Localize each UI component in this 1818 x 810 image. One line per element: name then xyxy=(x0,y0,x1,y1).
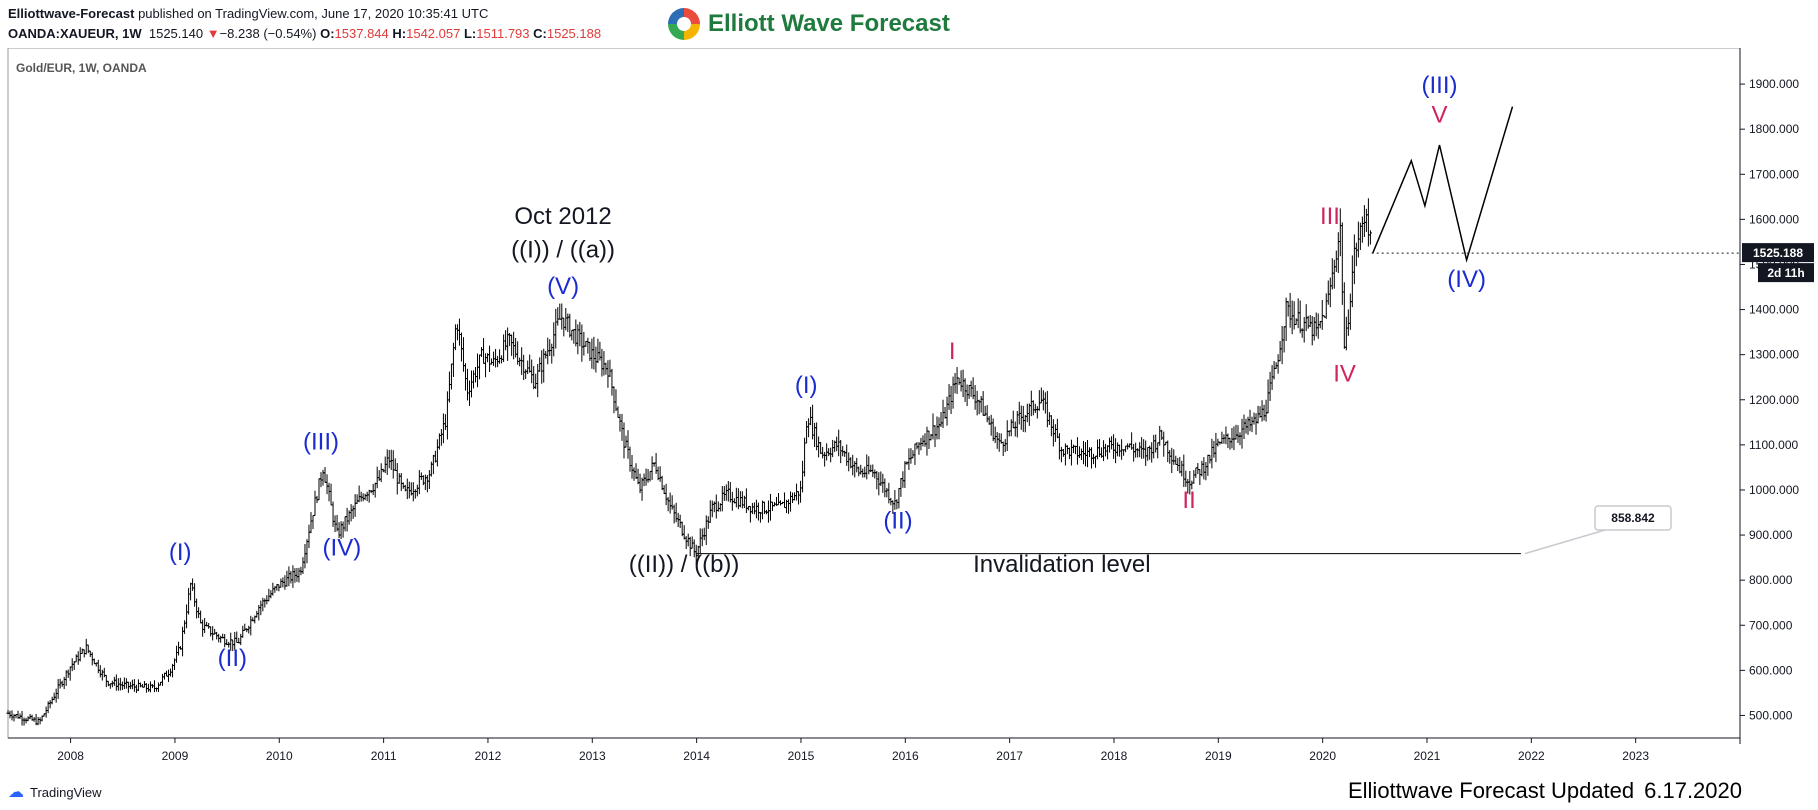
x-tick-label: 2010 xyxy=(266,749,293,763)
y-tick-label: 1100.000 xyxy=(1749,438,1798,452)
tradingview-cloud-icon: ☁ xyxy=(8,784,24,801)
forecast-projection-path xyxy=(1372,106,1514,263)
x-tick-label: 2020 xyxy=(1309,749,1336,763)
wave-label: Invalidation level xyxy=(973,551,1150,578)
countdown-badge xyxy=(1758,263,1814,283)
wave-label: I xyxy=(949,338,956,365)
wave-label: (IV) xyxy=(1447,266,1486,293)
x-tick-label: 2013 xyxy=(579,749,606,763)
y-tick-label: 1200.000 xyxy=(1749,393,1799,407)
open-label: O: xyxy=(320,26,335,41)
x-tick-label: 2022 xyxy=(1518,749,1545,763)
y-tick-label: 1700.000 xyxy=(1749,167,1799,181)
change-arrow-icon: ▼ xyxy=(206,26,220,41)
wave-label: (III) xyxy=(1422,72,1458,99)
countdown-label: 2d 11h xyxy=(1767,266,1804,280)
chart-title: Gold/EUR, 1W, OANDA xyxy=(16,61,147,75)
symbol-label[interactable]: OANDA:XAUEUR, 1W xyxy=(8,26,142,41)
x-tick-label: 2014 xyxy=(683,749,710,763)
y-tick-label: 600.000 xyxy=(1749,663,1793,677)
brand-logo: Elliott Wave Forecast xyxy=(668,8,950,40)
x-tick-label: 2019 xyxy=(1205,749,1232,763)
wave-label: (II) xyxy=(218,645,247,672)
x-tick-label: 2016 xyxy=(892,749,919,763)
update-date: 6.17.2020 xyxy=(1644,778,1742,803)
tradingview-label: TradingView xyxy=(30,784,102,800)
wave-label: III xyxy=(1320,203,1340,230)
globe-swirl-icon xyxy=(668,8,700,40)
tradingview-branding[interactable]: ☁ TradingView xyxy=(8,782,102,802)
y-tick-label: 1800.000 xyxy=(1749,122,1799,136)
x-tick-label: 2021 xyxy=(1414,749,1441,763)
last-price: 1525.140 xyxy=(148,26,204,41)
callout-pointer xyxy=(1524,529,1606,555)
wave-label: (IV) xyxy=(323,534,362,561)
high-value: 1542.057 xyxy=(406,26,461,41)
y-tick-label: 500.000 xyxy=(1749,708,1793,722)
chart-header: Elliottwave-Forecast published on Tradin… xyxy=(0,0,1818,48)
x-tick-label: 2015 xyxy=(788,749,815,763)
wave-label: II xyxy=(1182,487,1195,514)
y-tick-label: 1300.000 xyxy=(1749,348,1799,362)
x-tick-label: 2017 xyxy=(996,749,1023,763)
x-tick-label: 2023 xyxy=(1622,749,1649,763)
wave-label: ((I)) / ((a)) xyxy=(511,237,615,264)
x-tick-label: 2008 xyxy=(57,749,84,763)
y-tick-label: 800.000 xyxy=(1749,573,1793,587)
invalidation-value-label: 858.842 xyxy=(1611,511,1655,525)
x-tick-label: 2011 xyxy=(371,749,397,763)
update-label: Elliottwave Forecast Updated xyxy=(1347,778,1635,803)
last-price-badge xyxy=(1742,243,1814,263)
last-price-label: 1525.188 xyxy=(1753,246,1803,260)
y-tick-label: 1400.000 xyxy=(1749,303,1799,317)
symbol-line: OANDA:XAUEUR, 1W 1525.140 ▼−8.238 (−0.54… xyxy=(8,26,601,41)
brand-name: Elliott Wave Forecast xyxy=(708,10,950,37)
wave-label: (V) xyxy=(547,273,579,300)
wave-label: (I) xyxy=(169,539,192,566)
y-tick-label: 1900.000 xyxy=(1749,77,1799,91)
invalidation-callout xyxy=(1594,505,1672,531)
wave-label: (III) xyxy=(303,428,339,455)
price-chart[interactable]: Gold/EUR, 1W, OANDA 500.000 600.000 700.000… xyxy=(0,48,1818,778)
ohlc-bars xyxy=(6,198,1373,726)
low-value: 1511.793 xyxy=(476,26,530,41)
open-value: 1537.844 xyxy=(334,26,389,41)
y-tick-label: 900.000 xyxy=(1749,528,1793,542)
x-tick-label: 2018 xyxy=(1101,749,1128,763)
wave-label: V xyxy=(1432,101,1448,128)
wave-label: Oct 2012 xyxy=(514,203,611,230)
wave-label: (II) xyxy=(883,507,912,534)
x-tick-label: 2009 xyxy=(162,749,189,763)
x-tick-label: 2012 xyxy=(475,749,502,763)
update-note: Elliottwave Forecast Updated 6.17.2020 xyxy=(1338,778,1742,804)
close-label: C: xyxy=(533,26,547,41)
y-tick-label: 1600.000 xyxy=(1749,212,1799,226)
y-tick-label: 1000.000 xyxy=(1749,483,1799,497)
wave-label: ((II)) / ((b)) xyxy=(629,551,740,578)
published-text: published on TradingView.com, June 17, 2… xyxy=(138,6,489,21)
plot-area xyxy=(7,48,1741,739)
wave-label: IV xyxy=(1333,361,1356,388)
y-tick-label: 700.000 xyxy=(1749,618,1793,632)
low-label: L: xyxy=(463,26,477,41)
close-value: 1525.188 xyxy=(546,26,602,41)
high-label: H: xyxy=(392,26,407,41)
publish-line: Elliottwave-Forecast published on Tradin… xyxy=(8,6,488,21)
price-change: −8.238 (−0.54%) xyxy=(219,26,317,41)
publisher-name[interactable]: Elliottwave-Forecast xyxy=(8,6,135,21)
wave-label: (I) xyxy=(795,372,818,399)
